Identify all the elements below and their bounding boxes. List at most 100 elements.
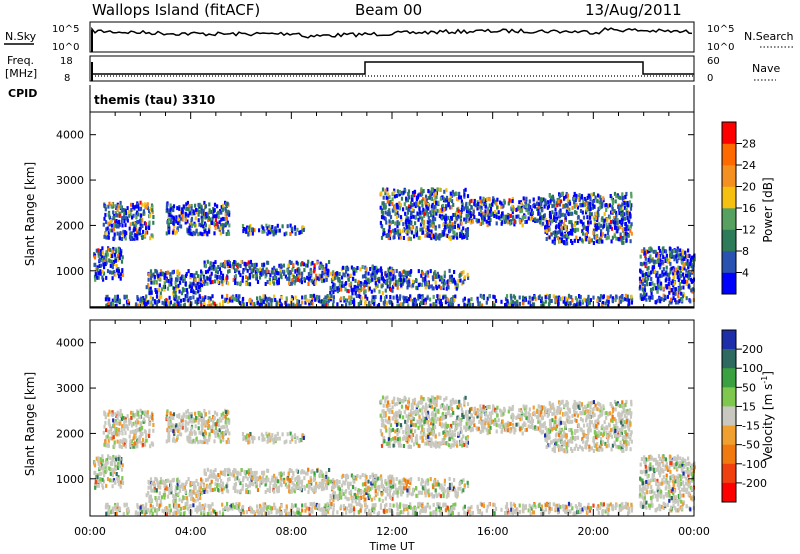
- power-echo-cell: [562, 299, 565, 304]
- power-echo-cell: [214, 260, 217, 265]
- power-echo-cell: [541, 215, 544, 220]
- power-echo-cell: [277, 277, 280, 282]
- velocity-echo-cell: [192, 438, 195, 443]
- velocity-echo-cell: [107, 455, 110, 460]
- velocity-echo-cell: [314, 488, 317, 493]
- power-echo-cell: [665, 257, 669, 262]
- power-echo-cell: [208, 277, 212, 282]
- power-echo-cell: [589, 238, 592, 243]
- power-echo-cell: [467, 298, 470, 303]
- power-echo-cell: [202, 208, 205, 213]
- power-echo-cell: [412, 214, 415, 219]
- power-echo-cell: [99, 252, 102, 257]
- velocity-echo-cell: [184, 490, 187, 495]
- power-echo-cell: [417, 296, 420, 301]
- power-echo-cell: [553, 203, 556, 208]
- power-echo-cell: [619, 195, 622, 200]
- velocity-echo-cell: [105, 428, 108, 433]
- power-echo-cell: [112, 227, 115, 232]
- power-echo-cell: [124, 223, 127, 228]
- power-echo-cell: [639, 284, 642, 289]
- velocity-echo-cell: [179, 488, 182, 493]
- power-echo-cell: [271, 298, 274, 303]
- power-echo-cell: [323, 278, 326, 283]
- velocity-echo-cell: [128, 418, 131, 423]
- velocity-echo-cell: [197, 420, 200, 425]
- velocity-echo-cell: [234, 481, 238, 486]
- power-echo-cell: [408, 283, 411, 288]
- power-echo-cell: [463, 189, 466, 193]
- power-echo-cell: [510, 219, 513, 224]
- power-echo-cell: [274, 298, 277, 302]
- power-echo-cell: [630, 194, 633, 199]
- power-echo-cell: [533, 204, 537, 209]
- velocity-echo-cell: [139, 408, 142, 413]
- power-echo-cell: [178, 289, 181, 294]
- power-ytick-4000: 4000: [56, 129, 84, 142]
- power-echo-cell: [201, 217, 204, 222]
- velocity-echo-cell: [177, 425, 180, 430]
- power-echo-cell: [540, 208, 543, 213]
- power-echo-cell: [476, 296, 479, 301]
- velocity-echo-cell: [190, 411, 193, 416]
- power-echo-cell: [384, 288, 387, 293]
- power-echo-cell: [503, 200, 506, 205]
- power-echo-cell: [432, 302, 435, 307]
- power-echo-cell: [679, 256, 682, 261]
- power-echo-cell: [361, 265, 364, 269]
- nave-label: Nave: [752, 62, 780, 75]
- power-echo-cell: [655, 286, 658, 291]
- power-echo-cell: [398, 272, 401, 277]
- power-echo-cell: [491, 211, 494, 216]
- freq-tick-top: 18: [60, 56, 73, 67]
- power-echo-cell: [392, 270, 395, 275]
- power-echo-cell: [218, 275, 222, 279]
- power-echo-cell: [505, 294, 509, 299]
- power-echo-cell: [157, 274, 160, 279]
- power-echo-cell: [574, 227, 577, 232]
- velocity-echo-cell: [219, 434, 223, 439]
- power-echo-cell: [649, 254, 652, 259]
- power-echo-cell: [429, 190, 432, 195]
- power-echo-cell: [94, 262, 97, 267]
- velocity-echo-cell: [194, 486, 197, 491]
- power-echo-cell: [406, 280, 409, 285]
- power-echo-cell: [578, 193, 581, 197]
- power-echo-cell: [184, 294, 187, 298]
- velocity-echo-cell: [260, 476, 263, 481]
- velocity-echo-cell: [102, 470, 105, 475]
- power-echo-cell: [379, 295, 383, 300]
- power-echo-cell: [148, 287, 151, 292]
- power-echo-cell: [109, 253, 112, 258]
- power-echo-cell: [209, 261, 212, 266]
- power-echo-cell: [647, 271, 650, 276]
- power-echo-cell: [189, 228, 192, 233]
- power-echo-cell: [251, 268, 254, 273]
- power-echo-cell: [271, 269, 274, 274]
- power-echo-cell: [121, 268, 124, 273]
- power-echo-cell: [180, 224, 183, 229]
- power-echo-cell: [581, 222, 584, 227]
- power-echo-cell: [586, 215, 589, 220]
- power-echo-cell: [586, 195, 589, 200]
- power-echo-cell: [585, 234, 588, 239]
- velocity-echo-cell: [187, 415, 190, 420]
- power-echo-cell: [211, 221, 214, 225]
- velocity-echo-cell: [183, 485, 186, 490]
- power-echo-cell: [427, 220, 430, 225]
- power-echo-cell: [631, 297, 634, 302]
- power-echo-cell: [591, 200, 594, 205]
- power-echo-cell: [250, 301, 253, 306]
- power-echo-cell: [245, 282, 248, 286]
- power-echo-cell: [424, 201, 427, 206]
- power-echo-cell: [200, 269, 203, 274]
- power-echo-cell: [424, 276, 427, 281]
- power-echo-cell: [413, 234, 416, 239]
- power-echo-cell: [558, 202, 562, 207]
- velocity-echo-cell: [139, 427, 142, 431]
- power-echo-cell: [588, 207, 591, 212]
- power-echo-cell: [410, 212, 413, 216]
- power-echo-cell: [187, 231, 190, 236]
- power-echo-cell: [650, 287, 653, 292]
- velocity-echo-cell: [247, 490, 250, 495]
